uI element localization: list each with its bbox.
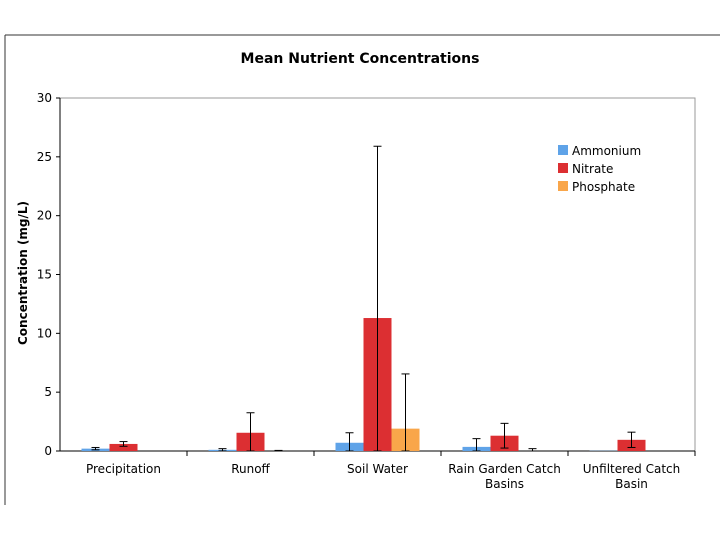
y-tick-label: 20: [37, 209, 52, 223]
y-tick-label: 10: [37, 326, 52, 340]
y-tick-label: 15: [37, 268, 52, 282]
y-tick-label: 30: [37, 91, 52, 105]
legend-label-phosphate: Phosphate: [572, 180, 635, 194]
y-tick-label: 5: [44, 385, 52, 399]
error-bars: [91, 145, 636, 452]
x-axis-categories: Precipitation Runoff Soil Water Rain Garden…: [86, 451, 696, 491]
legend-label-ammonium: Ammonium: [572, 144, 641, 158]
x-tick-label: Precipitation: [86, 462, 161, 476]
x-tick-label: Runoff: [231, 462, 270, 476]
legend: Ammonium Nitrate Phosphate: [558, 144, 641, 194]
legend-swatch-nitrate: [558, 163, 568, 173]
y-tick-label: 25: [37, 150, 52, 164]
x-tick-label: Unfiltered Catch Basin: [583, 462, 681, 491]
bar-nitrate: [109, 443, 138, 451]
y-tick-label: 0: [44, 444, 52, 458]
bars: [81, 318, 646, 451]
x-tick-label: Soil Water: [347, 462, 408, 476]
legend-label-nitrate: Nitrate: [572, 162, 613, 176]
legend-swatch-ammonium: [558, 145, 568, 155]
y-axis-label: Concentration (mg/L): [16, 201, 30, 345]
legend-swatch-phosphate: [558, 181, 568, 191]
chart-title: Mean Nutrient Concentrations: [241, 51, 480, 67]
y-axis: 0 5 10 15 20 25 30: [37, 91, 695, 458]
x-tick-label: Rain Garden Catch Basins: [448, 462, 561, 491]
